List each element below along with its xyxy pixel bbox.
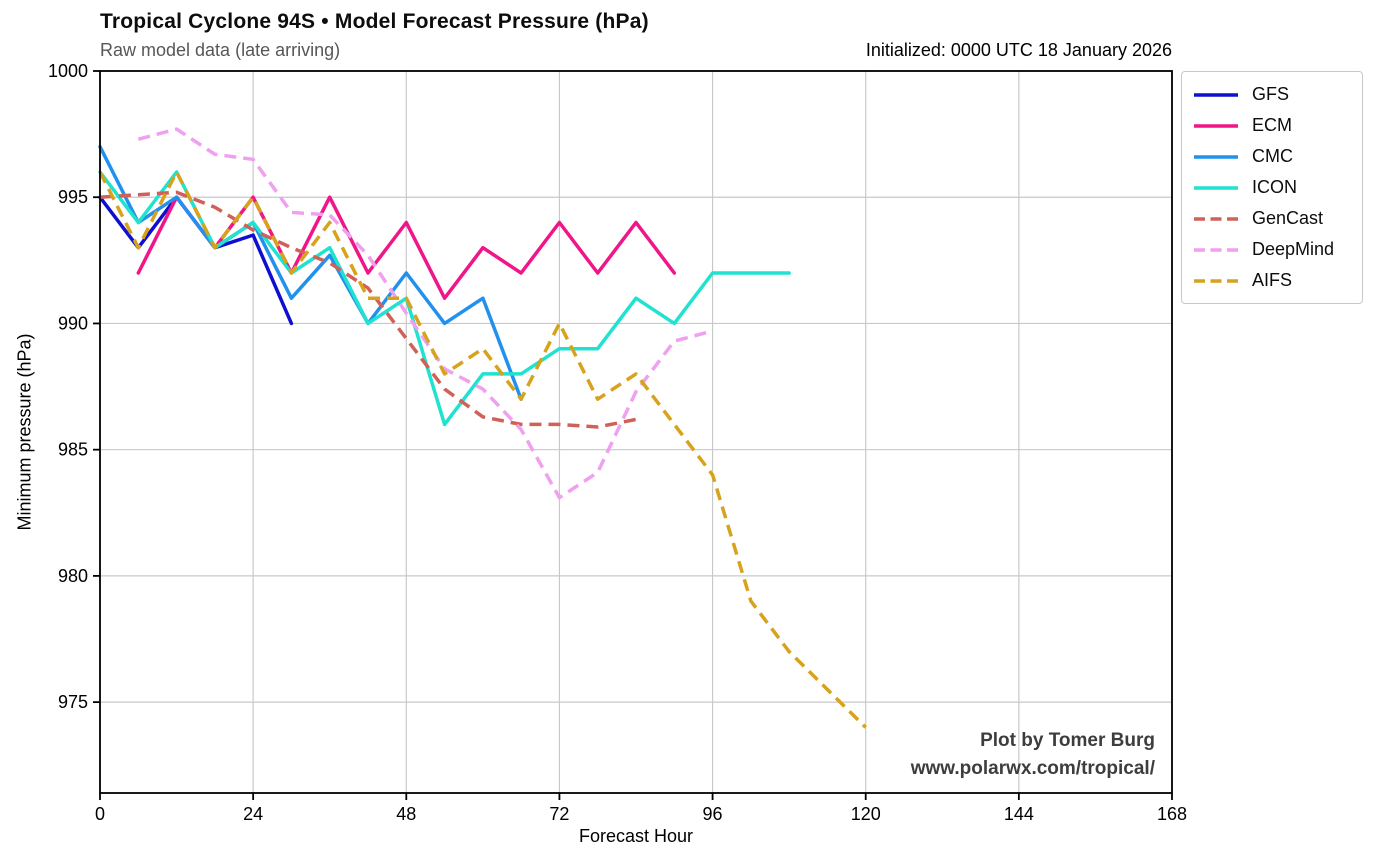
- legend-swatch-GenCast: [1194, 216, 1238, 221]
- x-tick-label: 120: [851, 804, 881, 824]
- attribution-author: Plot by Tomer Burg: [980, 730, 1155, 751]
- legend-item-GenCast: GenCast: [1182, 208, 1362, 229]
- legend-item-AIFS: AIFS: [1182, 270, 1362, 291]
- x-tick-label: 0: [95, 804, 105, 824]
- legend-label: GFS: [1252, 84, 1290, 104]
- legend-swatch-ICON: [1194, 185, 1238, 190]
- legend-item-ECM: ECM: [1182, 115, 1362, 136]
- legend-label: CMC: [1252, 146, 1293, 166]
- y-axis-label: Minimum pressure (hPa): [14, 333, 35, 531]
- chart-legend: GFS ECM CMC ICON GenCast DeepMind AIFS: [1181, 71, 1363, 304]
- x-tick-label: 96: [703, 804, 723, 824]
- y-tick-label: 985: [58, 440, 88, 460]
- x-tick-label: 168: [1157, 804, 1187, 824]
- legend-swatch-ECM: [1194, 123, 1238, 128]
- y-tick-label: 995: [58, 187, 88, 207]
- chart-subtitle: Raw model data (late arriving): [100, 40, 341, 60]
- legend-item-DeepMind: DeepMind: [1182, 239, 1362, 260]
- init-time-label: Initialized: 0000 UTC 18 January 2026: [865, 40, 1172, 60]
- series-line-GenCast: [99, 190, 637, 429]
- legend-swatch-GFS: [1194, 92, 1238, 97]
- chart-title: Tropical Cyclone 94S • Model Forecast Pr…: [100, 10, 649, 33]
- x-tick-label: 24: [243, 804, 263, 824]
- x-tick-label: 72: [549, 804, 569, 824]
- y-tick-label: 975: [58, 692, 88, 712]
- legend-swatch-AIFS: [1194, 278, 1238, 283]
- series-line-AIFS: [98, 170, 867, 729]
- legend-label: ECM: [1252, 115, 1292, 135]
- legend-label: ICON: [1252, 177, 1297, 197]
- y-tick-label: 980: [58, 566, 88, 586]
- legend-label: DeepMind: [1252, 239, 1335, 259]
- x-tick-label: 144: [1004, 804, 1034, 824]
- legend-label: AIFS: [1252, 270, 1293, 290]
- y-tick-label: 990: [58, 313, 88, 333]
- legend-item-ICON: ICON: [1182, 177, 1362, 198]
- x-tick-label: 48: [396, 804, 416, 824]
- series-line-DeepMind: [137, 127, 714, 500]
- legend-swatch-DeepMind: [1194, 247, 1238, 252]
- legend-item-CMC: CMC: [1182, 146, 1362, 167]
- y-tick-label: 1000: [48, 61, 88, 81]
- legend-swatch-CMC: [1194, 154, 1238, 159]
- plot-border: [99, 70, 1173, 794]
- legend-item-GFS: GFS: [1182, 84, 1362, 105]
- legend-label: GenCast: [1252, 208, 1324, 228]
- attribution-url: www.polarwx.com/tropical/: [910, 758, 1155, 779]
- series-line-CMC: [98, 144, 523, 401]
- x-axis-label: Forecast Hour: [578, 826, 694, 846]
